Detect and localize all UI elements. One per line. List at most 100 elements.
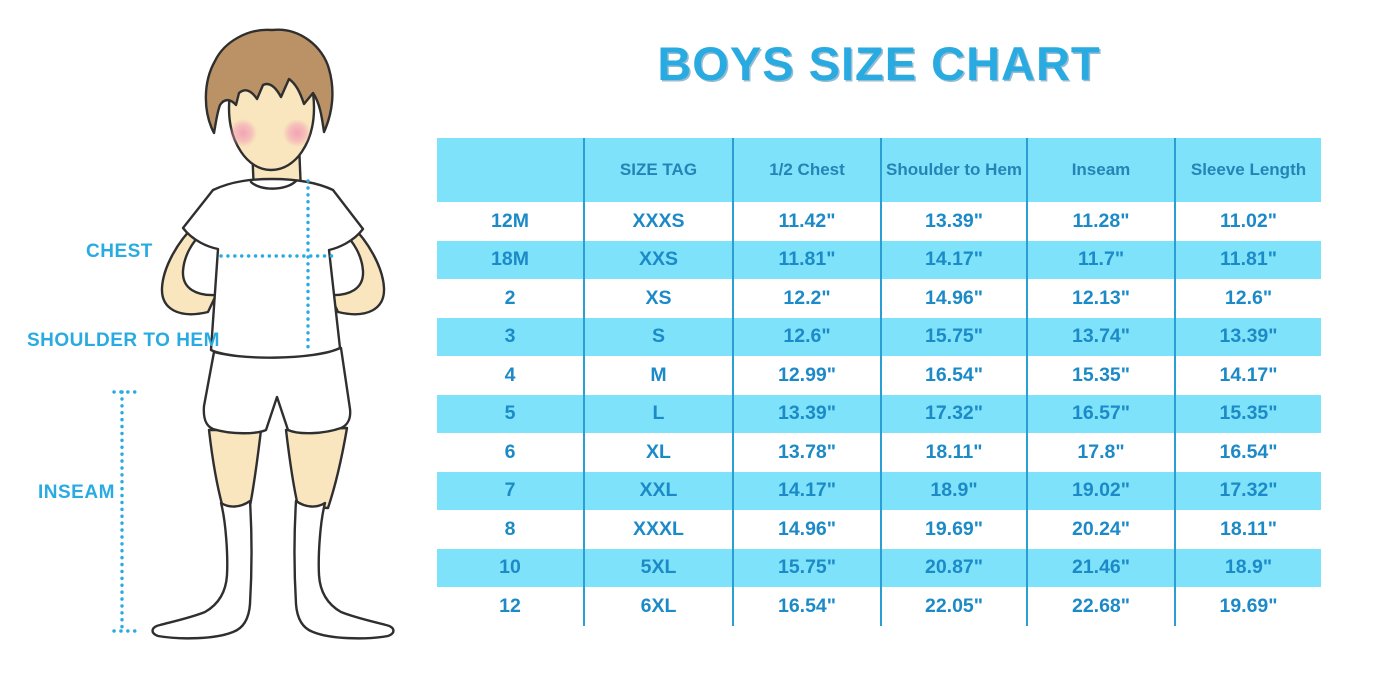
table-cell: 15.35" (1026, 356, 1175, 395)
table-cell: 17.32" (1174, 471, 1321, 510)
hair (204, 28, 334, 135)
table-cell: 13.39" (880, 202, 1027, 241)
table-cell: 15.75" (732, 548, 881, 587)
table-cell: 18.11" (880, 433, 1027, 472)
table-row: 2 XS 12.2" 14.96" 12.13" 12.6" (437, 279, 1321, 318)
table-cell: 11.7" (1026, 240, 1175, 279)
table-cell: 19.69" (1174, 587, 1321, 626)
table-cell: 5XL (583, 548, 733, 587)
table-cell: 18.9" (1174, 548, 1321, 587)
table-cell: M (583, 356, 733, 395)
table-cell: 19.69" (880, 510, 1027, 549)
size-cell: 6 (504, 440, 516, 463)
table-cell: 12.2" (732, 279, 881, 318)
table-cell: 13.78" (732, 433, 881, 472)
tshirt (181, 177, 365, 359)
table-row: 6 XL 13.78" 18.11" 17.8" 16.54" (437, 433, 1321, 472)
table-cell: 11.42" (732, 202, 881, 241)
table-cell: 11.28" (1026, 202, 1175, 241)
leg-left (207, 428, 263, 510)
table-cell: 13.39" (1174, 317, 1321, 356)
table-cell: 15.35" (1174, 394, 1321, 433)
size-cell: 18M (491, 248, 529, 271)
table-cell: 14.96" (880, 279, 1027, 318)
table-cell: XS (583, 279, 733, 318)
arm-left (160, 222, 218, 316)
table-header-cell: Sleeve Length (1174, 138, 1321, 202)
table-cell: 18.11" (1174, 510, 1321, 549)
table-cell: 12.13" (1026, 279, 1175, 318)
table-row: 12M XXXS 11.42" 13.39" 11.28" 11.02" (437, 202, 1321, 241)
boy-figure-svg (112, 28, 395, 640)
table-cell: S (583, 317, 733, 356)
table-cell: 11.81" (1174, 240, 1321, 279)
page-title: BOYS SIZE CHART (657, 37, 1101, 90)
table-cell: 22.05" (880, 587, 1027, 626)
table-cell: 12.6" (732, 317, 881, 356)
table-cell: XXXL (583, 510, 733, 549)
table-row: 3 S 12.6" 15.75" 13.74" 13.39" (437, 317, 1321, 356)
size-cell: 4 (504, 363, 516, 386)
table-row: 12 6XL 16.54" 22.05" 22.68" 19.69" (437, 587, 1321, 626)
table-cell: 18.9" (880, 471, 1027, 510)
table-cell: 20.87" (880, 548, 1027, 587)
shoulder-to-hem-label: SHOULDER TO HEM (27, 330, 220, 351)
table-cell: L (583, 394, 733, 433)
table-cell: 16.54" (1174, 433, 1321, 472)
size-cell: 3 (504, 325, 516, 348)
size-cell: 10 (499, 556, 521, 579)
table-cell: 15.75" (880, 317, 1027, 356)
table-row: 4 M 12.99" 16.54" 15.35" 14.17" (437, 356, 1321, 395)
table-cell: 16.54" (732, 587, 881, 626)
table-cell: XXXS (583, 202, 733, 241)
size-table-wrap: SIZE TAG 1/2 Chest Shoulder to Hem Inseam Sl… (437, 138, 1321, 626)
table-header-cell: Inseam (1026, 138, 1175, 202)
table-cell: 11.02" (1174, 202, 1321, 241)
table-header-row: SIZE TAG 1/2 Chest Shoulder to Hem Inseam Sl… (437, 138, 1321, 202)
table-header-cell (437, 138, 584, 202)
cheek-right (283, 119, 311, 147)
sock-right (293, 499, 395, 640)
table-cell: 13.39" (732, 394, 881, 433)
table-cell: 6XL (583, 587, 733, 626)
size-cell: 7 (504, 479, 516, 502)
table-cell: 16.57" (1026, 394, 1175, 433)
table-cell: 19.02" (1026, 471, 1175, 510)
table-cell: 14.17" (880, 240, 1027, 279)
size-cell: 12M (491, 209, 529, 232)
size-cell: 8 (504, 517, 516, 540)
table-row: 8 XXXL 14.96" 19.69" 20.24" 18.11" (437, 510, 1321, 549)
leg-right (284, 426, 349, 510)
table-cell: 12.6" (1174, 279, 1321, 318)
shorts (202, 346, 352, 435)
table-cell: 13.74" (1026, 317, 1175, 356)
table-cell: 17.32" (880, 394, 1027, 433)
table-cell: 22.68" (1026, 587, 1175, 626)
table-cell: 21.46" (1026, 548, 1175, 587)
table-cell: 14.17" (732, 471, 881, 510)
table-cell: 20.24" (1026, 510, 1175, 549)
table-row: 10 5XL 15.75" 20.87" 21.46" 18.9" (437, 548, 1321, 587)
table-cell: XL (583, 433, 733, 472)
table-cell: 14.17" (1174, 356, 1321, 395)
size-table: SIZE TAG 1/2 Chest Shoulder to Hem Inseam Sl… (437, 138, 1321, 626)
boy-figure-illustration: CHEST SHOULDER TO HEM INSEAM (0, 0, 430, 700)
table-row: 5 L 13.39" 17.32" 16.57" 15.35" (437, 394, 1321, 433)
table-cell: 11.81" (732, 240, 881, 279)
size-cell: 12 (499, 594, 521, 617)
table-cell: 17.8" (1026, 433, 1175, 472)
cheek-left (229, 119, 257, 147)
table-cell: 14.96" (732, 510, 881, 549)
collar-line (249, 179, 298, 190)
sock-left (151, 499, 253, 640)
size-cell: 2 (504, 286, 516, 309)
table-row: 18M XXS 11.81" 14.17" 11.7" 11.81" (437, 240, 1321, 279)
inseam-label: INSEAM (38, 482, 115, 503)
table-row: 7 XXL 14.17" 18.9" 19.02" 17.32" (437, 471, 1321, 510)
table-header-cell: SIZE TAG (583, 138, 733, 202)
table-header-cell: 1/2 Chest (732, 138, 881, 202)
table-cell: XXS (583, 240, 733, 279)
table-header-cell: Shoulder to Hem (880, 138, 1027, 202)
size-cell: 5 (504, 402, 516, 425)
